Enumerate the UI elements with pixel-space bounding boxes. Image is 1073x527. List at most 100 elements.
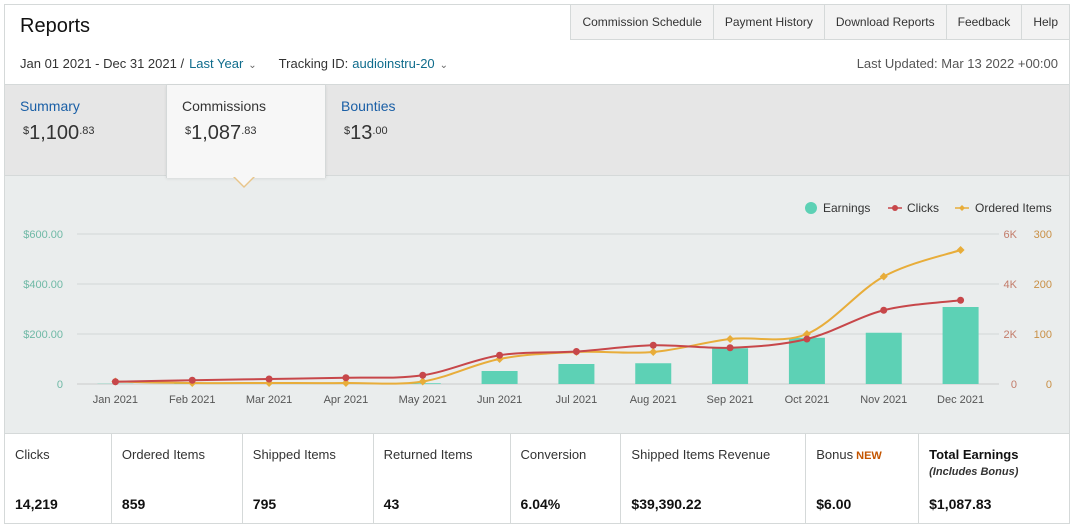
stat-bonus: Bonus NEW $6.00 bbox=[806, 434, 920, 523]
stat-shipped-items: Shipped Items 795 bbox=[243, 434, 374, 523]
ordered-items-point bbox=[726, 335, 735, 343]
tab-bounties-label: Bounties bbox=[341, 98, 396, 114]
earnings-bar bbox=[942, 307, 979, 384]
stat-ordered-items-label: Ordered Items bbox=[121, 447, 205, 462]
ordered-items-point bbox=[879, 272, 888, 281]
reports-panel: Reports Commission Schedule Payment Hist… bbox=[4, 4, 1070, 524]
legend-items-marker bbox=[959, 205, 965, 211]
legend-clicks-label: Clicks bbox=[907, 201, 939, 215]
page-title: Reports bbox=[20, 15, 91, 37]
stat-total-earnings-value: $1,087.83 bbox=[929, 496, 992, 512]
stat-returned-items-value: 43 bbox=[383, 496, 400, 512]
stat-returned-items-label: Returned Items bbox=[383, 447, 473, 462]
left-axis-tick: $600.00 bbox=[23, 229, 63, 241]
stat-bonus-value: $6.00 bbox=[816, 496, 852, 512]
x-axis-label: Dec 2021 bbox=[937, 394, 984, 406]
clicks-point bbox=[726, 344, 734, 352]
report-nav: Commission Schedule Payment History Down… bbox=[570, 5, 1069, 40]
stat-clicks-label: Clicks bbox=[15, 447, 50, 462]
x-axis-label: Mar 2021 bbox=[246, 394, 292, 406]
payment-history-button[interactable]: Payment History bbox=[713, 5, 825, 39]
summary-amount: $1,100.83 bbox=[23, 122, 95, 144]
right-axis-items-tick: 0 bbox=[1046, 379, 1052, 391]
new-badge: NEW bbox=[856, 450, 882, 462]
x-axis-label: Feb 2021 bbox=[169, 394, 215, 406]
stat-total-earnings-note: (Includes Bonus) bbox=[929, 466, 1019, 478]
ordered-items-point bbox=[956, 246, 965, 254]
tracking-id-dropdown[interactable]: audioinstru-20 ⌄ bbox=[352, 56, 448, 71]
stat-ordered-items-value: 859 bbox=[121, 496, 146, 512]
chevron-down-icon: ⌄ bbox=[248, 60, 257, 71]
stat-shipped-items-value: 795 bbox=[252, 496, 277, 512]
earnings-tabs: Summary $1,100.83 Commissions $1,087.83 … bbox=[5, 84, 1069, 178]
clicks-point bbox=[649, 341, 657, 349]
date-preset-dropdown[interactable]: Last Year ⌄ bbox=[189, 56, 257, 71]
clicks-point bbox=[111, 378, 119, 386]
clicks-point bbox=[803, 335, 811, 343]
clicks-point bbox=[265, 375, 273, 383]
stat-conversion-value: 6.04% bbox=[520, 496, 561, 512]
legend-items-label: Ordered Items bbox=[975, 201, 1052, 215]
stat-ordered-items: Ordered Items 859 bbox=[112, 434, 243, 523]
stat-shipped-revenue: Shipped Items Revenue $39,390.22 bbox=[621, 434, 807, 523]
earnings-chart-area: $600.00 $400.00 $200.00 0 6K 4K 2K 0 300 200 100 0 J… bbox=[5, 175, 1069, 433]
clicks-point bbox=[572, 348, 580, 355]
help-button[interactable]: Help bbox=[1022, 5, 1069, 39]
x-axis-label: Jun 2021 bbox=[477, 394, 522, 406]
right-axis-items-tick: 200 bbox=[1034, 279, 1052, 291]
stat-bonus-label: Bonus NEW bbox=[816, 447, 882, 462]
stat-shipped-revenue-label: Shipped Items Revenue bbox=[631, 447, 771, 462]
left-axis-tick: $200.00 bbox=[23, 329, 63, 341]
x-axis-label: May 2021 bbox=[399, 394, 447, 406]
stat-clicks-value: 14,219 bbox=[15, 496, 58, 512]
tracking-id-label: Tracking ID: bbox=[278, 56, 349, 71]
earnings-bar bbox=[712, 348, 749, 384]
ordered-items-line bbox=[115, 249, 961, 385]
right-axis-clicks-tick: 6K bbox=[1004, 229, 1018, 241]
clicks-point bbox=[880, 306, 888, 314]
left-axis-tick: 0 bbox=[57, 379, 63, 391]
earnings-bar bbox=[635, 363, 672, 384]
tracking-id-value: audioinstru-20 bbox=[352, 56, 435, 71]
stat-returned-items: Returned Items 43 bbox=[374, 434, 511, 523]
legend-earnings-label: Earnings bbox=[823, 201, 870, 215]
commission-schedule-button[interactable]: Commission Schedule bbox=[571, 5, 714, 39]
date-preset-label: Last Year bbox=[189, 56, 244, 71]
stat-conversion: Conversion 6.04% bbox=[511, 434, 622, 523]
right-axis-items-tick: 300 bbox=[1034, 229, 1052, 241]
tab-commissions[interactable]: Commissions $1,087.83 bbox=[166, 85, 326, 178]
feedback-button[interactable]: Feedback bbox=[946, 5, 1023, 39]
stat-shipped-revenue-value: $39,390.22 bbox=[631, 496, 702, 512]
stats-bar: Clicks 14,219 Ordered Items 859 Shipped … bbox=[5, 433, 1069, 523]
x-axis-label: Jul 2021 bbox=[556, 394, 598, 406]
earnings-chart: $600.00 $400.00 $200.00 0 6K 4K 2K 0 300 200 100 0 J… bbox=[23, 201, 1052, 406]
active-tab-pointer-fill bbox=[234, 176, 254, 186]
chevron-down-icon: ⌄ bbox=[439, 60, 449, 71]
clicks-point bbox=[419, 371, 427, 379]
stat-total-earnings-label: Total Earnings bbox=[929, 447, 1019, 462]
x-axis-label: Aug 2021 bbox=[630, 394, 677, 406]
report-filters: Jan 01 2021 - Dec 31 2021 / Last Year ⌄ T… bbox=[20, 56, 448, 71]
stat-conversion-label: Conversion bbox=[520, 447, 587, 462]
x-axis-label: Oct 2021 bbox=[785, 394, 830, 406]
legend-clicks-marker bbox=[892, 205, 898, 211]
ordered-items-point bbox=[649, 348, 658, 356]
download-reports-button[interactable]: Download Reports bbox=[824, 5, 947, 39]
tab-commissions-label: Commissions bbox=[182, 98, 267, 114]
x-axis-label: Sep 2021 bbox=[707, 394, 754, 406]
legend-earnings-marker bbox=[805, 202, 817, 214]
earnings-bar bbox=[481, 371, 518, 384]
left-axis-tick: $400.00 bbox=[23, 279, 63, 291]
tab-summary[interactable]: Summary $1,100.83 bbox=[5, 85, 163, 175]
stat-clicks: Clicks 14,219 bbox=[5, 434, 112, 523]
stat-total-earnings: Total Earnings (Includes Bonus) $1,087.8… bbox=[919, 434, 1069, 523]
x-axis-label: Apr 2021 bbox=[324, 394, 369, 406]
report-header: Reports Commission Schedule Payment Hist… bbox=[5, 5, 1069, 84]
clicks-line bbox=[115, 299, 961, 383]
commissions-amount: $1,087.83 bbox=[185, 122, 257, 144]
bounties-amount: $13.00 bbox=[344, 122, 388, 144]
right-axis-items-tick: 100 bbox=[1034, 329, 1052, 341]
x-axis-label: Jan 2021 bbox=[93, 394, 138, 406]
clicks-point bbox=[188, 376, 196, 384]
tab-bounties[interactable]: Bounties $13.00 bbox=[326, 85, 484, 175]
